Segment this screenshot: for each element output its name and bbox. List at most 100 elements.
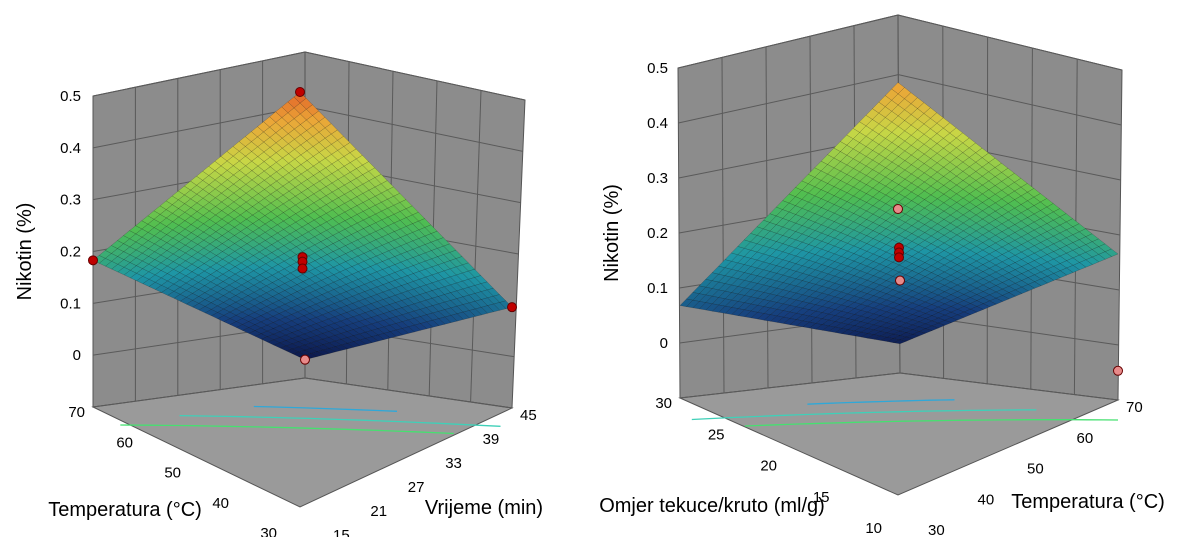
surface-cell bbox=[892, 309, 907, 317]
surface-cell bbox=[931, 306, 946, 313]
surface-cell bbox=[337, 165, 351, 177]
surface-cell bbox=[956, 246, 971, 254]
surface-cell bbox=[296, 288, 310, 297]
surface-cell bbox=[1001, 203, 1016, 213]
surface-cell bbox=[840, 192, 854, 202]
surface-cell bbox=[215, 218, 229, 228]
surface-cell bbox=[976, 257, 990, 265]
surface-cell bbox=[718, 275, 732, 284]
surface-cell bbox=[962, 218, 977, 228]
surface-cell bbox=[899, 300, 913, 307]
surface-cell bbox=[930, 153, 944, 164]
surface-cell bbox=[363, 216, 377, 226]
design-point bbox=[88, 255, 98, 266]
surface-cell bbox=[382, 266, 396, 276]
surface-cell bbox=[943, 230, 958, 240]
grid-line bbox=[677, 14, 899, 69]
surface-cell bbox=[892, 226, 906, 236]
surface-cell bbox=[801, 174, 816, 185]
surface-cell bbox=[834, 278, 849, 286]
surface-cell bbox=[872, 133, 886, 145]
surface-cell bbox=[795, 273, 810, 281]
surface-cell bbox=[795, 301, 810, 309]
grid-line bbox=[679, 372, 901, 399]
surface-cell bbox=[820, 154, 835, 165]
surface-cell bbox=[859, 193, 874, 203]
surface-cell bbox=[357, 245, 371, 254]
surface-cell bbox=[995, 295, 1010, 302]
surface-cell bbox=[957, 311, 972, 318]
surface-cell bbox=[853, 263, 868, 272]
surface-cell bbox=[198, 306, 212, 314]
surface-cell bbox=[770, 315, 784, 323]
surface-cell bbox=[718, 305, 733, 314]
surface-cell bbox=[763, 300, 778, 309]
surface-cell bbox=[1001, 235, 1016, 244]
surface-cell bbox=[982, 246, 997, 255]
surface-cell bbox=[989, 285, 1003, 293]
surface-cell bbox=[878, 148, 893, 159]
surface-cell bbox=[795, 208, 809, 218]
surface-cell bbox=[995, 231, 1009, 240]
surface-cell bbox=[285, 338, 299, 345]
surface-cell bbox=[1008, 289, 1023, 297]
surface-cell bbox=[879, 332, 895, 338]
surface-cell bbox=[878, 185, 893, 196]
surface-cell bbox=[679, 298, 694, 307]
surface-cell bbox=[744, 296, 758, 305]
surface-cell bbox=[821, 243, 835, 252]
surface-cell bbox=[424, 241, 438, 251]
surface-cell bbox=[302, 278, 316, 287]
surface-cell bbox=[166, 245, 180, 255]
surface-cell bbox=[873, 335, 888, 341]
surface-cell bbox=[975, 210, 990, 220]
surface-cell bbox=[995, 223, 1009, 232]
surface-cell bbox=[1001, 258, 1016, 266]
surface-cell bbox=[808, 204, 822, 214]
surface-cell bbox=[757, 313, 771, 321]
surface-cell bbox=[258, 223, 272, 233]
surface-cell bbox=[912, 331, 927, 337]
surface-cell bbox=[866, 334, 882, 340]
surface-cell bbox=[718, 267, 732, 276]
surface-cell bbox=[879, 317, 894, 324]
surface-cell bbox=[744, 266, 758, 275]
surface-cell bbox=[307, 211, 321, 221]
surface-cell bbox=[185, 278, 199, 287]
z-tick-label: 0.5 bbox=[647, 60, 668, 77]
surface-cell bbox=[866, 205, 880, 215]
surface-cell bbox=[847, 245, 861, 254]
surface-cell bbox=[911, 273, 926, 281]
surface-cell bbox=[340, 343, 355, 350]
surface-cell bbox=[284, 272, 298, 281]
surface-cell bbox=[827, 204, 842, 214]
surface-cell bbox=[1002, 285, 1016, 293]
surface-cell bbox=[989, 271, 1003, 280]
surface-cell bbox=[763, 247, 777, 257]
surface-cell bbox=[295, 235, 309, 244]
surface-cell bbox=[155, 285, 169, 293]
surface-cell bbox=[698, 294, 713, 303]
surface-cell bbox=[481, 305, 495, 314]
surface-cell bbox=[166, 237, 180, 247]
surface-cell bbox=[227, 210, 241, 220]
surface-cell bbox=[950, 234, 964, 243]
grid-line bbox=[304, 377, 513, 409]
surface-cell bbox=[898, 160, 912, 171]
surface-cell bbox=[776, 289, 791, 298]
surface-cell bbox=[924, 203, 938, 213]
z-tick-label: 0.5 bbox=[60, 88, 81, 105]
surface-cell bbox=[449, 266, 463, 276]
surface-cell bbox=[204, 295, 218, 303]
surface-cell bbox=[229, 315, 243, 322]
surface-cell bbox=[918, 262, 932, 270]
surface-cell bbox=[313, 171, 327, 182]
surface-cell bbox=[930, 215, 945, 225]
surface-cell bbox=[191, 252, 205, 261]
surface-cell bbox=[221, 222, 235, 232]
surface-cell bbox=[910, 149, 925, 160]
surface-cell bbox=[815, 318, 830, 325]
surface-cell bbox=[912, 316, 927, 323]
surface-cell bbox=[266, 309, 280, 317]
